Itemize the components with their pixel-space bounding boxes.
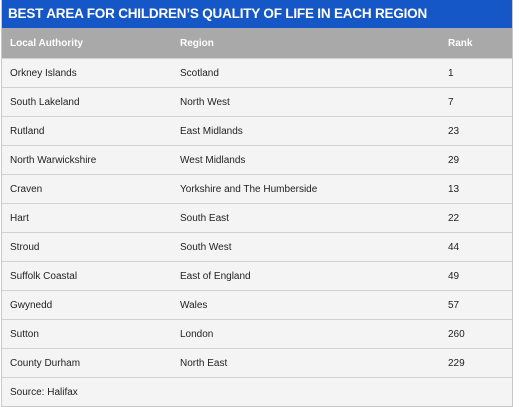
cell-region: East of England	[180, 270, 251, 282]
cell-region: North East	[180, 357, 228, 369]
cell-region: North West	[180, 96, 230, 108]
cell-region: East Midlands	[180, 125, 243, 137]
cell-local-authority: Hart	[10, 212, 29, 224]
table-header: Local Authority Region Rank	[2, 28, 512, 58]
table-row: Gwynedd Wales 57	[2, 290, 512, 319]
table-row: Stroud South West 44	[2, 232, 512, 261]
table-row: Suffolk Coastal East of England 49	[2, 261, 512, 290]
cell-rank: 229	[448, 357, 465, 369]
cell-rank: 13	[448, 183, 460, 195]
cell-region: London	[180, 328, 214, 340]
table-row: County Durham North East 229	[2, 348, 512, 377]
cell-local-authority: Sutton	[10, 328, 39, 340]
cell-region: South East	[180, 212, 229, 224]
cell-rank: 44	[448, 241, 460, 253]
cell-rank: 1	[448, 67, 454, 79]
source-note: Source: Halifax	[2, 377, 512, 406]
cell-rank: 49	[448, 270, 460, 282]
cell-rank: 22	[448, 212, 460, 224]
table-row: Orkney Islands Scotland 1	[2, 58, 512, 87]
cell-region: South West	[180, 241, 232, 253]
cell-local-authority: North Warwickshire	[10, 154, 97, 166]
cell-local-authority: Gwynedd	[10, 299, 53, 311]
column-header-region: Region	[180, 37, 214, 49]
table-row: North Warwickshire West Midlands 29	[2, 145, 512, 174]
cell-rank: 57	[448, 299, 460, 311]
cell-region: West Midlands	[180, 154, 246, 166]
table-row: South Lakeland North West 7	[2, 87, 512, 116]
cell-rank: 7	[448, 96, 454, 108]
table-row: Hart South East 22	[2, 203, 512, 232]
cell-local-authority: Suffolk Coastal	[10, 270, 78, 282]
column-header-local-authority: Local Authority	[10, 37, 83, 49]
cell-local-authority: County Durham	[10, 357, 81, 369]
table-row: Sutton London 260	[2, 319, 512, 348]
table-row: Rutland East Midlands 23	[2, 116, 512, 145]
cell-region: Yorkshire and The Humberside	[180, 183, 318, 195]
cell-region: Wales	[180, 299, 208, 311]
cell-local-authority: Stroud	[10, 241, 40, 253]
table-row: Craven Yorkshire and The Humberside 13	[2, 174, 512, 203]
column-header-rank: Rank	[448, 37, 473, 49]
cell-rank: 23	[448, 125, 460, 137]
cell-rank: 260	[448, 328, 465, 340]
cell-local-authority: Rutland	[10, 125, 45, 137]
cell-local-authority: South Lakeland	[10, 96, 80, 108]
cell-local-authority: Orkney Islands	[10, 67, 77, 79]
table-title: BEST AREA FOR CHILDREN’S QUALITY OF LIFE…	[2, 0, 512, 28]
cell-region: Scotland	[180, 67, 219, 79]
cell-local-authority: Craven	[10, 183, 43, 195]
cell-rank: 29	[448, 154, 460, 166]
